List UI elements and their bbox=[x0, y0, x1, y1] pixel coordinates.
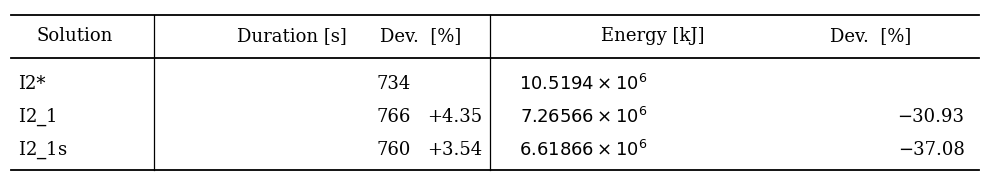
Text: $10.5194 \times 10^6$: $10.5194 \times 10^6$ bbox=[520, 74, 648, 94]
Text: I2$\_$1s: I2$\_$1s bbox=[19, 139, 67, 161]
Text: Duration [s]: Duration [s] bbox=[238, 27, 347, 45]
Text: −37.08: −37.08 bbox=[898, 141, 964, 159]
Text: $6.61866 \times 10^6$: $6.61866 \times 10^6$ bbox=[520, 140, 648, 160]
Text: +3.54: +3.54 bbox=[427, 141, 482, 159]
Text: Dev.  [%]: Dev. [%] bbox=[830, 27, 912, 45]
Text: Solution: Solution bbox=[37, 27, 113, 45]
Text: I2$\_$1: I2$\_$1 bbox=[19, 106, 57, 128]
Text: −30.93: −30.93 bbox=[898, 108, 964, 126]
Text: 734: 734 bbox=[377, 75, 411, 93]
Text: Dev.  [%]: Dev. [%] bbox=[380, 27, 461, 45]
Text: Energy [kJ]: Energy [kJ] bbox=[602, 27, 705, 45]
Text: I2*: I2* bbox=[19, 75, 46, 93]
Text: $7.26566 \times 10^6$: $7.26566 \times 10^6$ bbox=[521, 107, 648, 127]
Text: +4.35: +4.35 bbox=[427, 108, 482, 126]
Text: 766: 766 bbox=[376, 108, 411, 126]
Text: 760: 760 bbox=[376, 141, 411, 159]
